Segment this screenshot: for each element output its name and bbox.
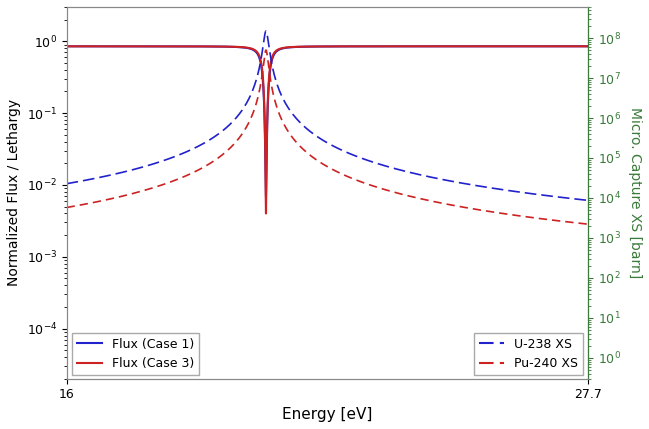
Y-axis label: Normalized Flux / Lethargy: Normalized Flux / Lethargy [7,99,21,287]
Y-axis label: Micro. Capture XS [barn]: Micro. Capture XS [barn] [628,107,642,278]
Legend: U-238 XS, Pu-240 XS: U-238 XS, Pu-240 XS [474,333,583,375]
X-axis label: Energy [eV]: Energy [eV] [282,407,373,422]
